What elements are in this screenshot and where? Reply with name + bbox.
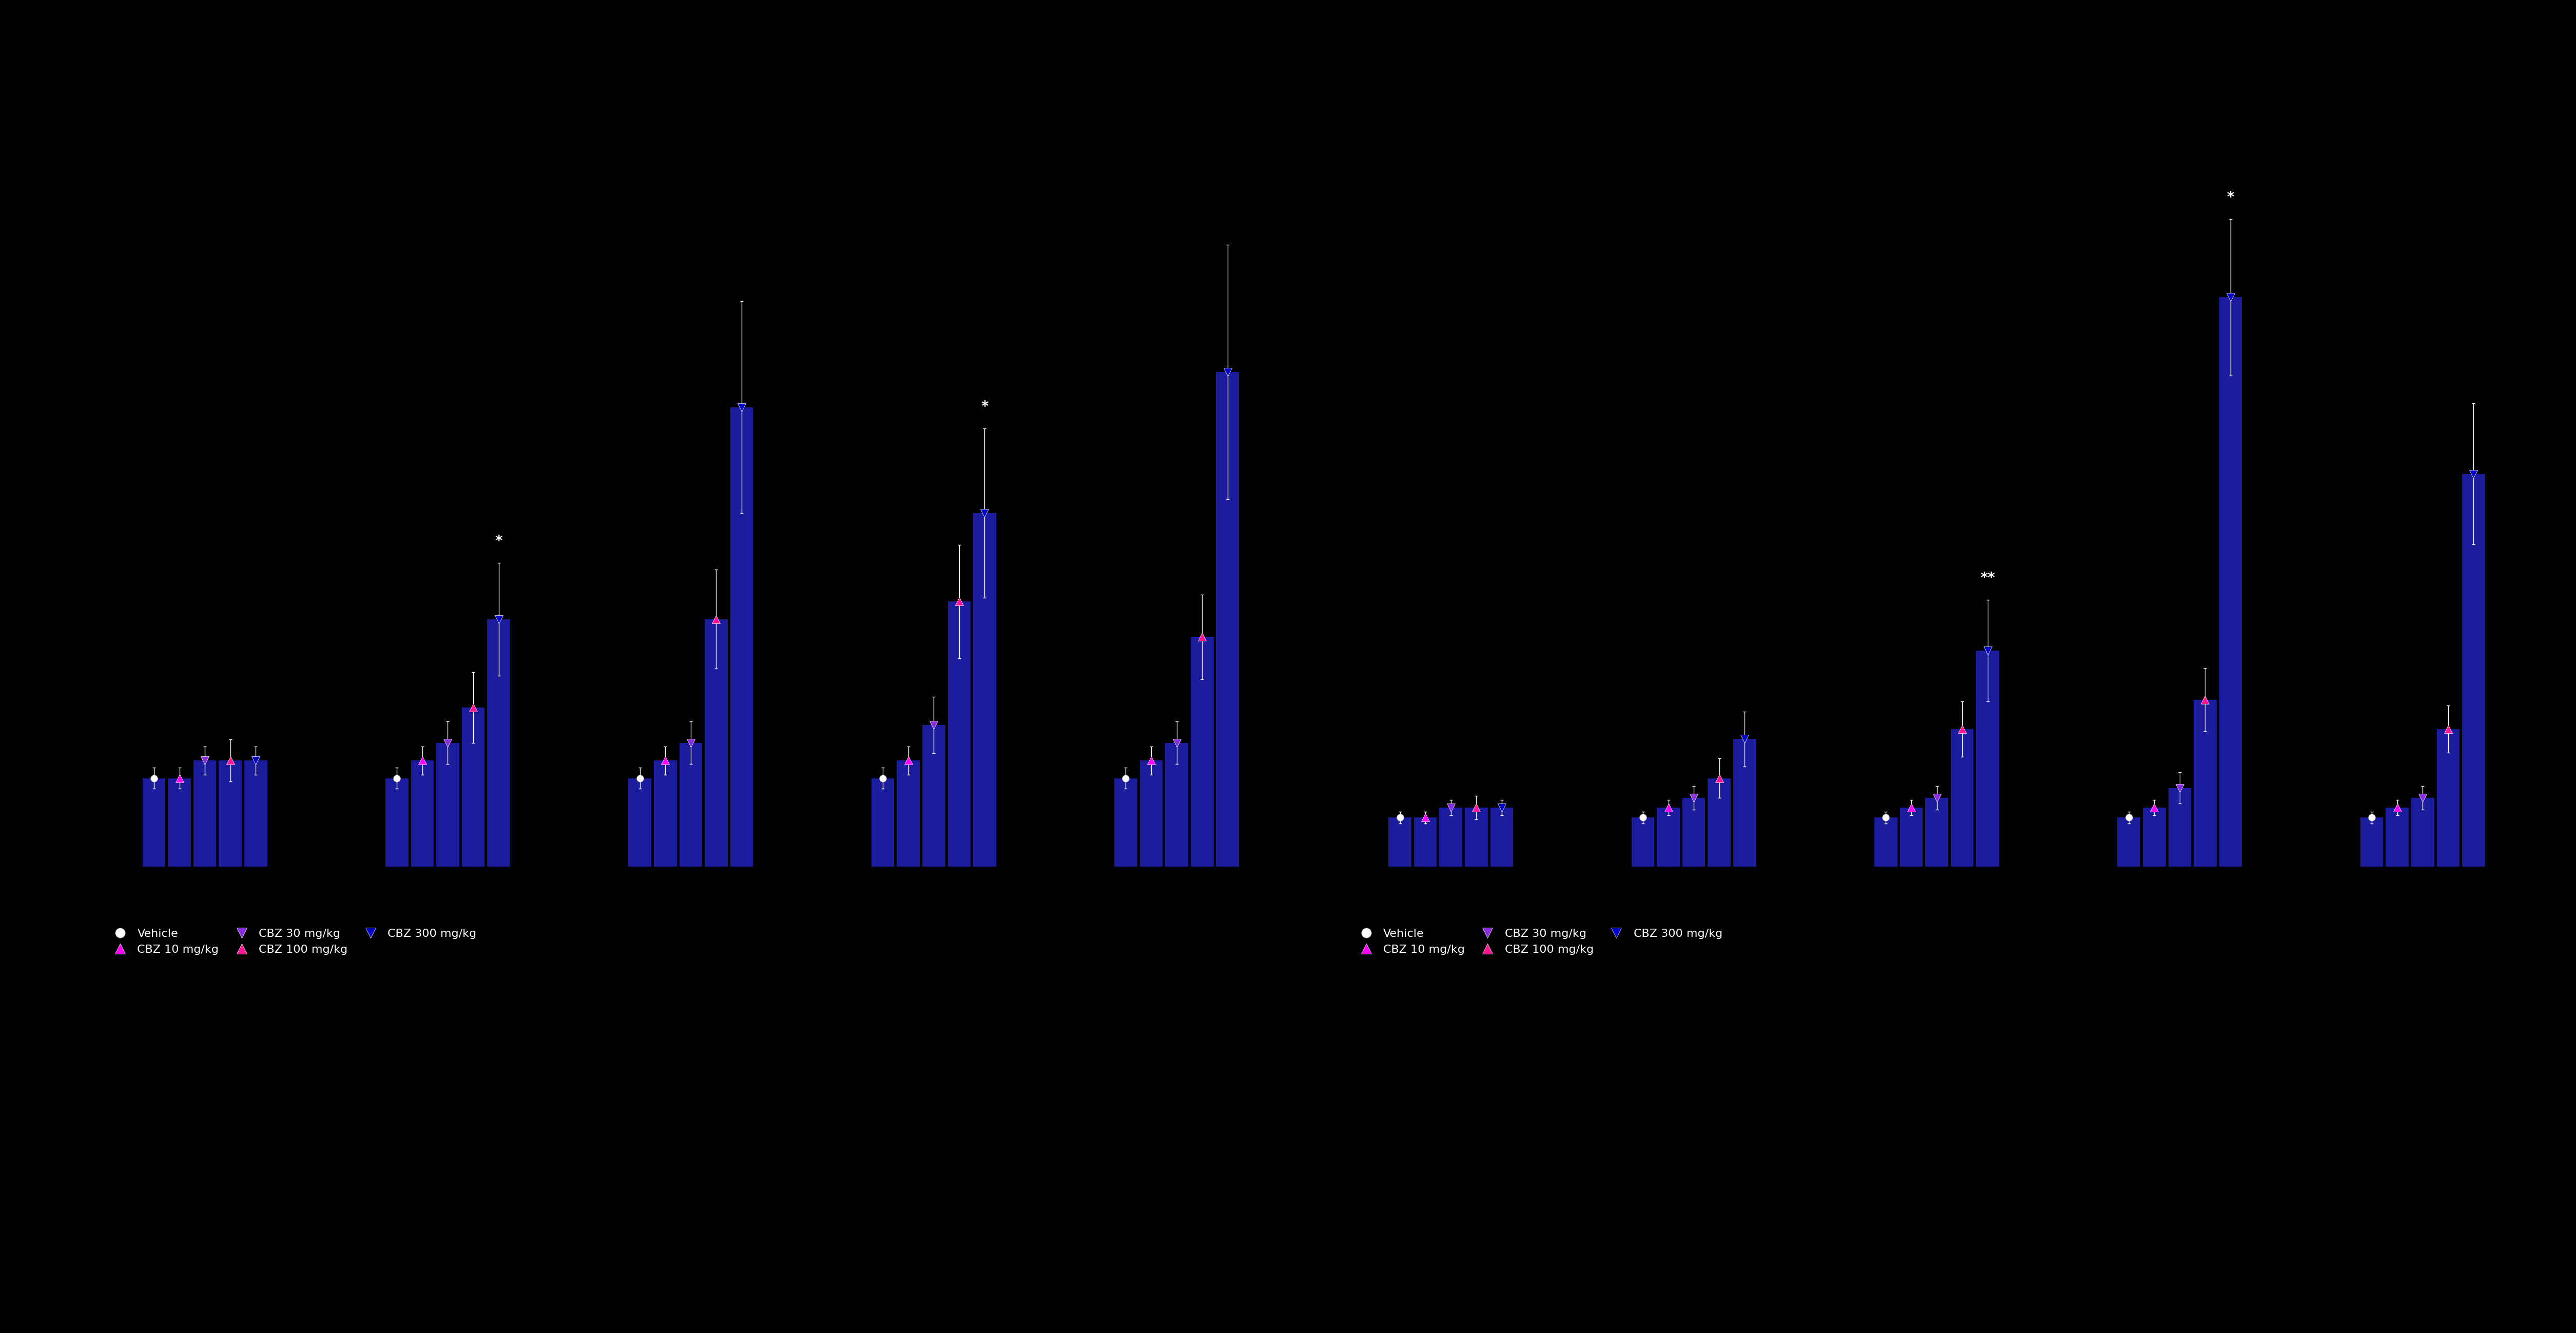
Bar	[948, 601, 971, 866]
Bar	[1190, 637, 1213, 866]
Bar	[142, 778, 165, 866]
Bar	[2463, 475, 2486, 866]
Bar	[412, 760, 433, 866]
Bar	[922, 725, 945, 866]
Bar	[2385, 808, 2409, 866]
Bar	[629, 778, 652, 866]
Bar	[706, 619, 726, 866]
Bar	[1164, 742, 1188, 866]
Bar	[2411, 797, 2434, 866]
Bar	[2143, 808, 2166, 866]
Bar	[435, 742, 459, 866]
Bar	[193, 760, 216, 866]
Bar	[167, 778, 191, 866]
Legend: Vehicle, CBZ 10 mg/kg, CBZ 30 mg/kg, CBZ 100 mg/kg, CBZ 300 mg/kg: Vehicle, CBZ 10 mg/kg, CBZ 30 mg/kg, CBZ…	[108, 929, 477, 954]
Text: *: *	[2226, 191, 2233, 205]
Bar	[729, 408, 752, 866]
Bar	[1976, 651, 1999, 866]
Bar	[1631, 817, 1654, 866]
Bar	[654, 760, 677, 866]
Bar	[974, 513, 997, 866]
Bar	[871, 778, 894, 866]
Text: *: *	[495, 535, 502, 549]
Bar	[1414, 817, 1437, 866]
Bar	[1466, 808, 1489, 866]
Bar	[1875, 817, 1899, 866]
Bar	[1950, 729, 1973, 866]
Bar	[219, 760, 242, 866]
Bar	[487, 619, 510, 866]
Bar	[896, 760, 920, 866]
Bar	[1115, 778, 1136, 866]
Bar	[2195, 700, 2215, 866]
Legend: Vehicle, CBZ 10 mg/kg, CBZ 30 mg/kg, CBZ 100 mg/kg, CBZ 300 mg/kg: Vehicle, CBZ 10 mg/kg, CBZ 30 mg/kg, CBZ…	[1355, 929, 1723, 954]
Bar	[461, 708, 484, 866]
Bar	[1682, 797, 1705, 866]
Bar	[1440, 808, 1463, 866]
Bar	[2437, 729, 2460, 866]
Text: **: **	[1981, 571, 1994, 585]
Bar	[1216, 372, 1239, 866]
Bar	[1656, 808, 1680, 866]
Bar	[1901, 808, 1922, 866]
Bar	[1708, 778, 1731, 866]
Text: *: *	[981, 400, 989, 415]
Bar	[1388, 817, 1412, 866]
Bar	[1492, 808, 1512, 866]
Bar	[1924, 797, 1947, 866]
Bar	[245, 760, 268, 866]
Bar	[1139, 760, 1162, 866]
Bar	[2218, 297, 2241, 866]
Bar	[386, 778, 410, 866]
Bar	[2360, 817, 2383, 866]
Bar	[680, 742, 703, 866]
Bar	[2169, 788, 2192, 866]
Bar	[1734, 738, 1757, 866]
Bar	[2117, 817, 2141, 866]
